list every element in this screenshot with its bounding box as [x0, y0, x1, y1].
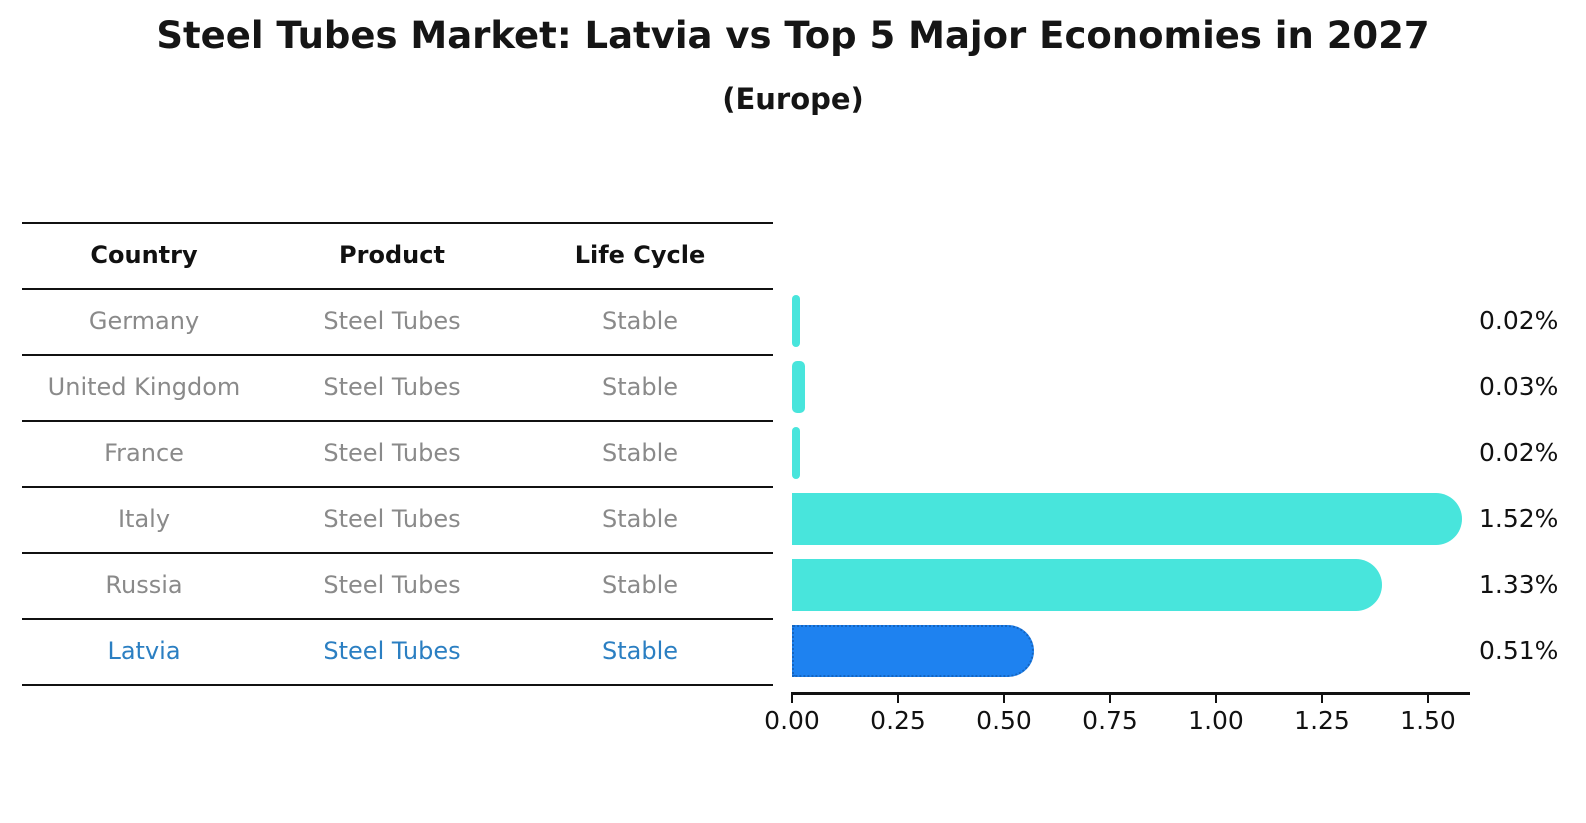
bar-italy: [792, 493, 1463, 545]
x-axis-tick: [1427, 693, 1429, 703]
table-rule: [22, 354, 773, 356]
x-axis-tick: [1321, 693, 1323, 703]
x-tick-label: 1.50: [1400, 706, 1456, 735]
x-axis-tick: [1109, 693, 1111, 703]
page-subtitle: (Europe): [722, 82, 864, 116]
page-title: Steel Tubes Market: Latvia vs Top 5 Majo…: [156, 14, 1430, 57]
table-rule: [22, 222, 773, 224]
x-tick-label: 0.50: [976, 706, 1032, 735]
bar-value-label: 0.51%: [1479, 636, 1559, 665]
cell-life-cycle: Stable: [601, 571, 679, 599]
cell-product: Steel Tubes: [323, 307, 461, 335]
x-tick-label: 0.25: [870, 706, 926, 735]
x-tick-label: 0.75: [1082, 706, 1138, 735]
x-axis-tick: [791, 693, 793, 703]
column-header-country: Country: [90, 241, 198, 269]
bar-value-label: 1.33%: [1479, 570, 1559, 599]
bar-value-label: 0.03%: [1479, 372, 1559, 401]
x-axis-tick: [897, 693, 899, 703]
cell-country: France: [104, 439, 184, 467]
table-rule: [22, 486, 773, 488]
x-axis-line: [791, 692, 1470, 695]
cell-life-cycle: Stable: [601, 637, 679, 665]
column-header-product: Product: [339, 241, 445, 269]
cell-country: Italy: [117, 505, 171, 533]
cell-life-cycle: Stable: [601, 505, 679, 533]
cell-product: Steel Tubes: [323, 571, 461, 599]
x-tick-label: 1.25: [1294, 706, 1350, 735]
cell-country: United Kingdom: [47, 373, 241, 401]
table-rule: [22, 684, 773, 686]
bar-latvia: [792, 625, 1035, 677]
bar-germany: [792, 295, 801, 347]
table-rule: [22, 288, 773, 290]
x-axis-tick: [1003, 693, 1005, 703]
cell-country: Russia: [105, 571, 183, 599]
table-rule: [22, 618, 773, 620]
cell-product: Steel Tubes: [323, 439, 461, 467]
column-header-life-cycle: Life Cycle: [574, 241, 706, 269]
cell-country: Latvia: [107, 637, 181, 665]
cell-product: Steel Tubes: [323, 505, 461, 533]
cell-product: Steel Tubes: [323, 373, 461, 401]
cell-life-cycle: Stable: [601, 307, 679, 335]
bar-value-label: 0.02%: [1479, 306, 1559, 335]
cell-country: Germany: [88, 307, 200, 335]
bar-france: [792, 427, 801, 479]
table-rule: [22, 420, 773, 422]
cell-product: Steel Tubes: [323, 637, 461, 665]
bar-united-kingdom: [792, 361, 805, 413]
cell-life-cycle: Stable: [601, 439, 679, 467]
bar-russia: [792, 559, 1382, 611]
bar-value-label: 1.52%: [1479, 504, 1559, 533]
x-tick-label: 1.00: [1188, 706, 1244, 735]
x-axis-tick: [1215, 693, 1217, 703]
bar-value-label: 0.02%: [1479, 438, 1559, 467]
cell-life-cycle: Stable: [601, 373, 679, 401]
x-tick-label: 0.00: [764, 706, 820, 735]
table-rule: [22, 552, 773, 554]
